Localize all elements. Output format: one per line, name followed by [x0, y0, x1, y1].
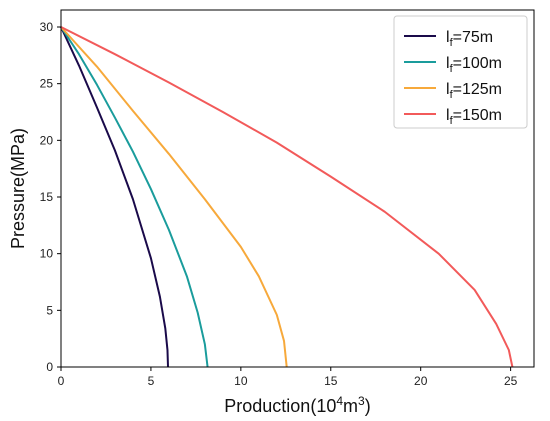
y-tick-label: 5 [46, 303, 53, 317]
legend-label: lf=150m [446, 107, 502, 127]
y-tick-label: 15 [40, 190, 54, 204]
y-tick-label: 30 [40, 20, 54, 34]
series-line-3 [60, 26, 288, 368]
x-tick-label: 5 [148, 374, 155, 388]
y-axis-label: Pressure(MPa) [8, 128, 28, 249]
x-tick-label: 20 [414, 374, 428, 388]
x-axis: 0 5 10 15 20 25 [58, 367, 518, 388]
legend-label: lf=125m [446, 81, 502, 101]
legend-box [393, 15, 528, 129]
y-tick-label: 20 [40, 133, 54, 147]
x-tick-label: 25 [504, 374, 518, 388]
legend-label: lf=100m [446, 55, 502, 75]
y-tick-label: 25 [40, 77, 54, 91]
y-tick-label: 0 [46, 360, 53, 374]
series-line-2 [60, 26, 209, 368]
series-line-4 [60, 26, 514, 368]
y-axis: 0 5 10 15 20 25 30 [40, 20, 61, 374]
legend: lf=75m lf=100m lf=125m lf=150m [393, 15, 528, 129]
plot-area [60, 26, 514, 368]
x-tick-label: 0 [58, 374, 65, 388]
x-tick-label: 10 [234, 374, 248, 388]
plot-frame [60, 9, 535, 368]
series-line-1 [60, 26, 170, 368]
legend-label: lf=75m [446, 29, 493, 49]
x-axis-label: Production(104m3) [224, 394, 370, 416]
y-tick-label: 10 [40, 247, 54, 261]
x-tick-label: 15 [324, 374, 338, 388]
